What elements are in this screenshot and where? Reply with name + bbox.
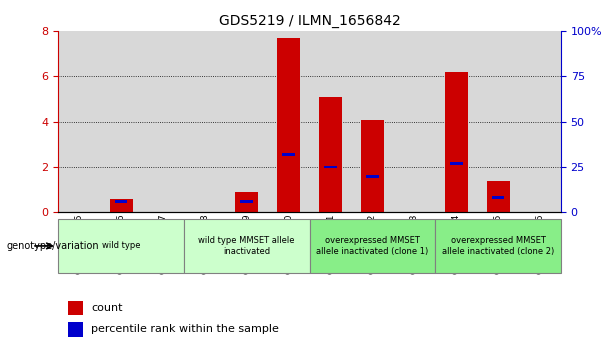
Bar [361, 121, 384, 212]
Bar [519, 31, 561, 212]
Text: count: count [91, 303, 123, 313]
Bar [115, 200, 128, 203]
Bar [351, 31, 394, 212]
Bar [310, 31, 351, 212]
Bar [142, 31, 184, 212]
FancyBboxPatch shape [184, 219, 310, 273]
Bar [450, 162, 463, 165]
FancyBboxPatch shape [310, 219, 435, 273]
Bar [184, 31, 226, 212]
Bar [435, 31, 477, 212]
Bar [226, 31, 268, 212]
Bar [487, 180, 509, 212]
Bar [240, 200, 253, 203]
Text: wild type MMSET allele
inactivated: wild type MMSET allele inactivated [199, 236, 295, 256]
Bar [277, 38, 300, 212]
Bar [394, 31, 435, 212]
Bar [100, 31, 142, 212]
Bar [235, 192, 258, 212]
Bar [68, 322, 83, 337]
Text: overexpressed MMSET
allele inactivated (clone 1): overexpressed MMSET allele inactivated (… [316, 236, 428, 256]
Bar [366, 175, 379, 178]
Bar [324, 166, 337, 168]
Text: wild type: wild type [102, 241, 140, 250]
Bar [58, 31, 100, 212]
FancyBboxPatch shape [435, 219, 561, 273]
Title: GDS5219 / ILMN_1656842: GDS5219 / ILMN_1656842 [219, 15, 400, 28]
Bar [68, 301, 83, 315]
FancyBboxPatch shape [58, 219, 184, 273]
Text: percentile rank within the sample: percentile rank within the sample [91, 325, 279, 334]
Bar [444, 72, 468, 212]
Bar [268, 31, 310, 212]
Bar [492, 196, 504, 199]
Bar [319, 97, 342, 212]
Text: overexpressed MMSET
allele inactivated (clone 2): overexpressed MMSET allele inactivated (… [442, 236, 554, 256]
Bar [477, 31, 519, 212]
Bar [282, 153, 295, 156]
Bar [110, 199, 132, 212]
Text: genotype/variation: genotype/variation [6, 241, 99, 251]
